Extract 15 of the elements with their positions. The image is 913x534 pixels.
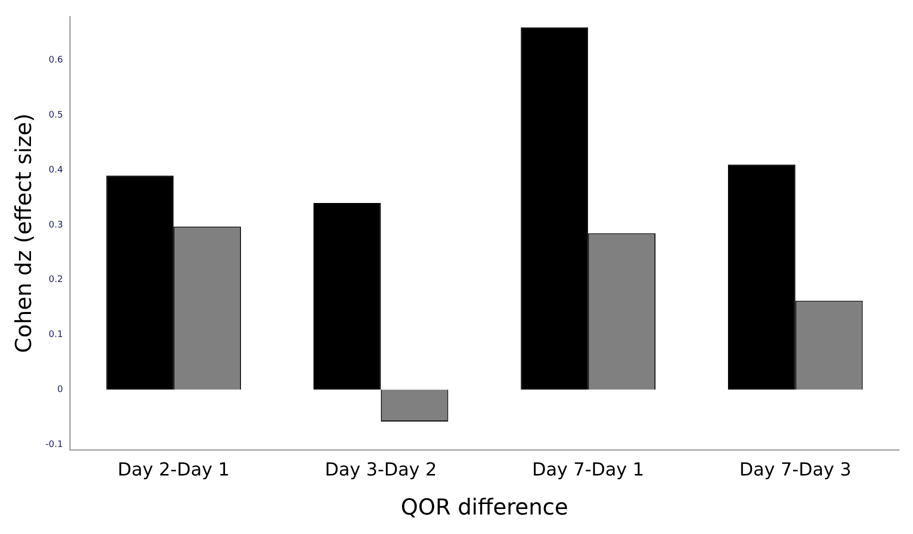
y-tick-label: 0.2 [48,275,63,286]
bar [313,203,381,390]
x-tick-label: Day 7-Day 1 [532,459,644,480]
y-tick-label: 0.6 [48,56,64,66]
y-tick-label: -0.1 [45,440,63,450]
x-tick-label: Day 3-Day 2 [324,459,437,480]
y-axis-title: Cohen dz (effect size) [12,113,37,353]
x-axis-title: QOR difference [400,496,568,521]
y-tick-label: 0.4 [48,165,64,176]
y-tick-label: 0.3 [48,220,63,230]
x-tick-label: Day 7-Day 3 [739,459,852,480]
y-tick-label: 0.5 [48,110,63,121]
x-tick-label: Day 2-Day 1 [118,459,230,480]
y-tick-label: 0.1 [48,330,63,340]
y-tick-label: 0 [57,384,64,395]
